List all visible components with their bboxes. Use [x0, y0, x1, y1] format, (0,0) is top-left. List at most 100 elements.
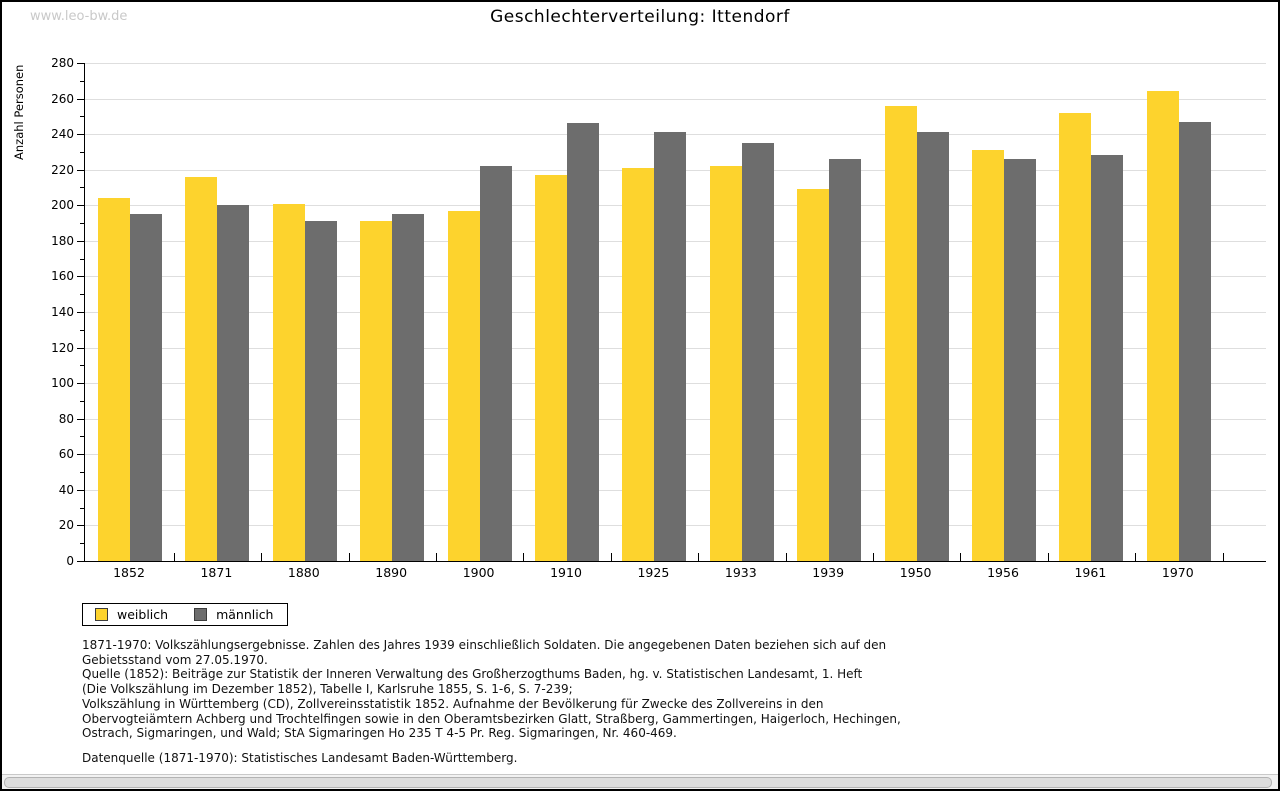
x-axis-tick — [261, 553, 263, 561]
bar-maennlich — [1091, 155, 1124, 561]
footnote-line: Gebietsstand vom 27.05.1970. — [82, 652, 268, 667]
bar-weiblich — [972, 150, 1004, 561]
y-axis-tick — [77, 276, 84, 277]
y-axis-tick — [77, 348, 84, 349]
x-axis-tick — [872, 553, 874, 561]
datasource-line: Datenquelle (1871-1970): Statistisches L… — [82, 750, 518, 765]
bar-maennlich — [567, 123, 599, 561]
bar-maennlich — [829, 159, 862, 561]
y-axis-tick — [77, 454, 84, 455]
legend-item-weiblich: weiblich — [95, 607, 168, 622]
y-axis-tick — [80, 365, 84, 366]
y-axis-tick — [77, 312, 84, 313]
bar-weiblich — [709, 166, 742, 561]
footnote-line: 1871-1970: Volkszählungsergebnisse. Zahl… — [82, 638, 887, 652]
y-axis-tick-label: 60 — [58, 447, 74, 461]
horizontal-scrollbar[interactable] — [2, 774, 1278, 789]
y-axis-labels: 0 20 40 60 80 100 120 140 160 180 200 220 240 260 280 — [2, 56, 74, 568]
legend-label-maennlich: männlich — [216, 607, 274, 622]
y-axis-tick — [80, 436, 84, 437]
bar-weiblich — [1146, 91, 1179, 561]
y-axis-tick-label: 40 — [58, 483, 74, 497]
x-axis-tick — [698, 553, 700, 561]
x-axis-labels: 1852 1871 1880 1890 1900 1910 1925 1933 1939 1950… — [84, 565, 1265, 583]
horizontal-scrollbar-thumb[interactable] — [4, 777, 1272, 788]
y-axis-tick — [80, 401, 84, 402]
y-axis-tick — [80, 187, 84, 188]
y-axis-tick — [77, 241, 84, 242]
x-axis-tick — [610, 553, 612, 561]
legend-label-weiblich: weiblich — [117, 607, 169, 622]
legend: weiblich männlich — [82, 603, 289, 626]
y-axis-tick — [77, 134, 84, 135]
x-axis-tick — [960, 553, 962, 561]
y-axis-tick — [77, 561, 84, 562]
y-axis-tick — [77, 383, 84, 384]
y-axis-tick — [77, 419, 84, 420]
y-axis-tick-label: 0 — [66, 554, 74, 568]
x-axis-tick — [785, 553, 787, 561]
bar-maennlich — [1178, 122, 1211, 561]
y-axis-tick-label: 100 — [51, 376, 74, 390]
y-axis-tick — [77, 99, 84, 100]
bar-maennlich — [217, 205, 250, 561]
x-axis-label: 1910 — [550, 565, 582, 580]
bar-maennlich — [130, 214, 162, 561]
y-axis-tick-label: 240 — [51, 127, 74, 141]
bar-weiblich — [98, 198, 130, 561]
y-axis-tick-label: 20 — [58, 518, 74, 532]
legend-swatch-weiblich — [95, 608, 108, 621]
y-axis-tick — [77, 490, 84, 491]
y-axis-tick — [80, 81, 84, 82]
chart-title: Geschlechterverteilung: Ittendorf — [490, 7, 790, 27]
y-axis-tick — [77, 205, 84, 206]
bar-weiblich — [272, 204, 305, 561]
y-axis-tick — [80, 223, 84, 224]
y-axis-tick — [77, 525, 84, 526]
y-axis-tick-label: 260 — [51, 92, 74, 106]
x-axis-label: 1956 — [987, 565, 1019, 580]
y-axis-tick-label: 180 — [51, 234, 74, 248]
bar-maennlich — [741, 143, 774, 561]
x-axis-label: 1900 — [462, 565, 495, 580]
x-axis-label: 1880 — [287, 565, 320, 580]
x-axis-label: 1871 — [200, 565, 233, 580]
bar-weiblich — [360, 221, 393, 561]
legend-swatch-maennlich — [194, 608, 208, 621]
y-axis-tick-label: 120 — [51, 341, 74, 355]
x-axis-label: 1939 — [812, 565, 845, 580]
y-axis-tick — [80, 543, 84, 544]
bar-maennlich — [654, 132, 687, 561]
bar-maennlich — [916, 132, 949, 561]
y-axis-tick-label: 280 — [51, 56, 74, 70]
bar-maennlich — [1004, 159, 1036, 561]
gridline — [85, 63, 1266, 64]
bar-maennlich — [392, 214, 425, 561]
x-axis-tick — [348, 553, 350, 561]
gridline — [85, 99, 1266, 100]
bar-weiblich — [884, 106, 917, 561]
bar-weiblich — [535, 175, 567, 561]
bar-weiblich — [622, 168, 655, 561]
x-axis-label: 1852 — [113, 565, 145, 580]
x-axis-label: 1925 — [637, 565, 670, 580]
footnote-line: (Die Volkszählung im Dezember 1852), Tab… — [82, 682, 573, 697]
watermark: www.leo-bw.de — [30, 9, 128, 24]
x-axis-tick — [1222, 553, 1224, 561]
y-axis-tick-label: 140 — [51, 305, 74, 319]
footnote-line: Quelle (1852): Beiträge zur Statistik de… — [82, 667, 863, 682]
y-axis-tick — [80, 508, 84, 509]
y-axis-tick-label: 160 — [51, 269, 74, 283]
footnote-line: Volkszählung in Württemberg (CD), Zollve… — [82, 696, 824, 711]
y-axis-tick — [80, 472, 84, 473]
y-axis-tick-label: 220 — [51, 163, 74, 177]
y-axis-tick — [80, 330, 84, 331]
y-axis-tick — [80, 152, 84, 153]
x-axis-label: 1961 — [1074, 565, 1107, 580]
x-axis-tick — [173, 553, 175, 561]
footnote-line: Ostrach, Sigmaringen, und Wald; StA Sigm… — [82, 726, 677, 741]
x-axis-label: 1970 — [1161, 565, 1194, 580]
x-axis-label: 1950 — [899, 565, 932, 580]
legend-item-maennlich: männlich — [194, 607, 273, 622]
